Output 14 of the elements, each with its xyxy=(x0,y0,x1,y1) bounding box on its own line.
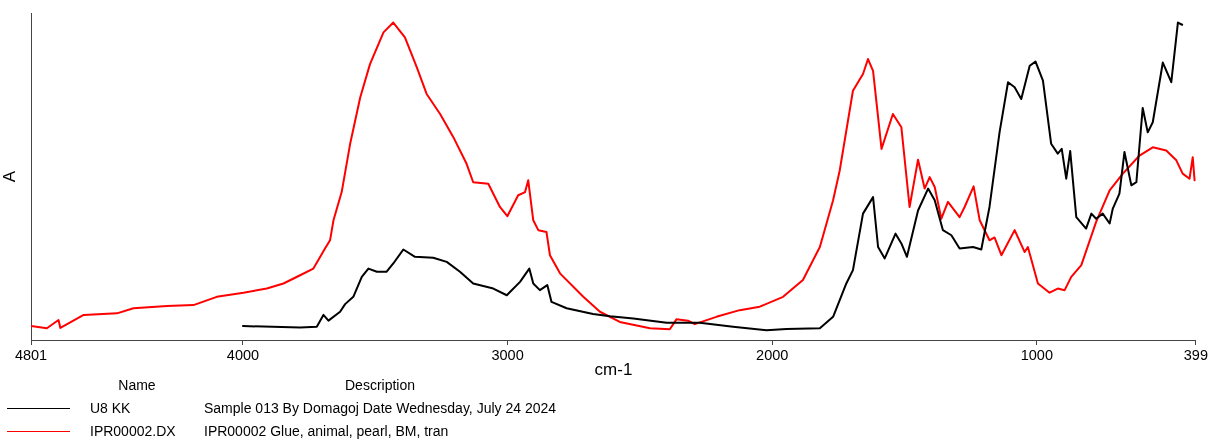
text: Description xyxy=(344,377,417,393)
text: Sample 013 By Domagoj Date Wednesday, July 24 2024 xyxy=(204,400,557,416)
text: IPR00002 Glue, animal, pearl, BM, tran xyxy=(204,423,450,439)
x-tick-label: 2000 xyxy=(756,346,789,363)
x-tick-label: 3000 xyxy=(491,346,524,363)
x-tick-label: 4801 xyxy=(14,346,48,363)
x-axis-title: cm-1 xyxy=(594,360,633,380)
y-axis-title: A xyxy=(0,170,19,183)
x-tick-label: 399 xyxy=(1183,346,1209,363)
x-tick-label: 1000 xyxy=(1020,346,1053,363)
x-tick-label: 4000 xyxy=(226,346,260,363)
legend-title: Name xyxy=(117,377,157,393)
legend-label: U8 KK xyxy=(90,400,132,416)
legend-label: IPR00002.DX xyxy=(90,423,177,439)
